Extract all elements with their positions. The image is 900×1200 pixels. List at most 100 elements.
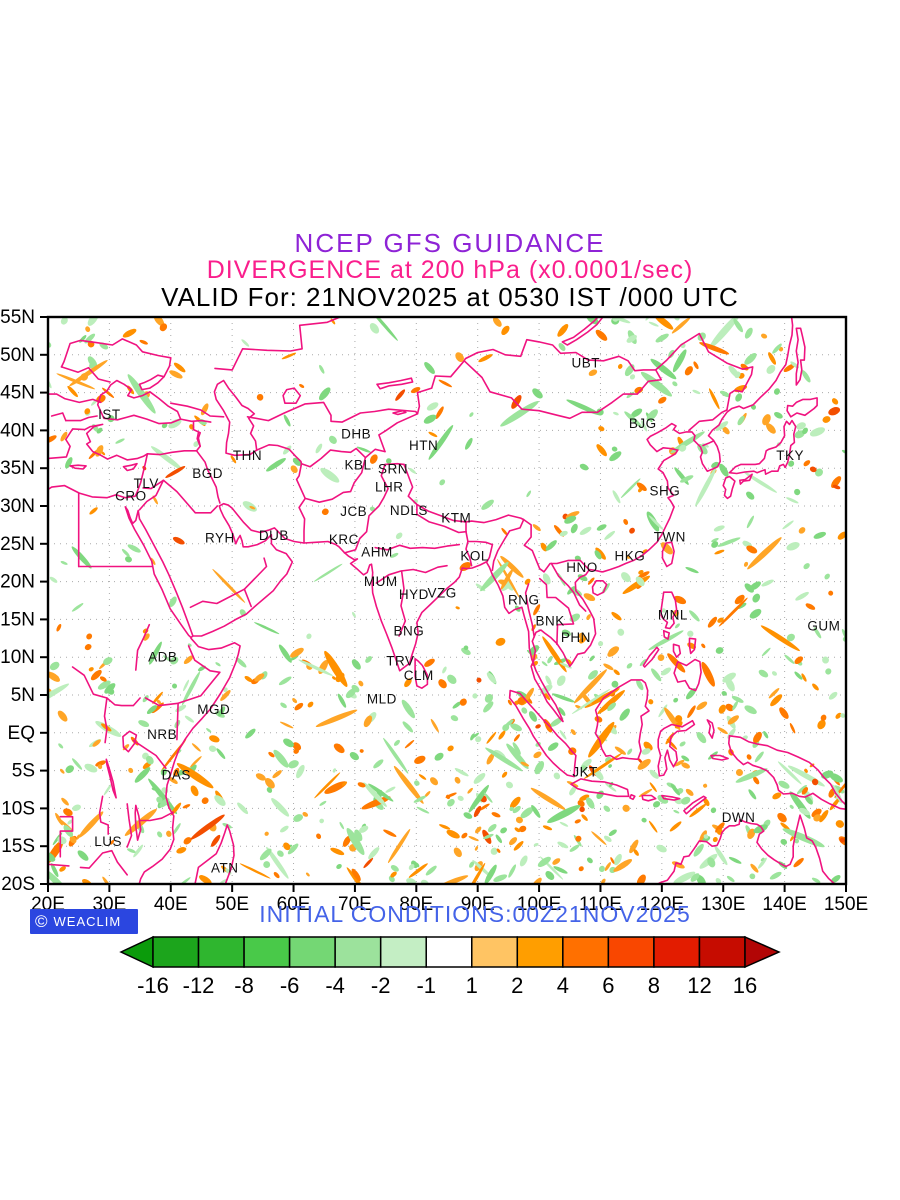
city-label-DUB: DUB <box>259 528 289 543</box>
city-label-HTN: HTN <box>409 438 438 453</box>
city-label-TKY: TKY <box>776 448 804 463</box>
colorbar-tick-label: 2 <box>511 973 523 998</box>
colorbar-segment <box>197 936 245 968</box>
weaclim-logo-badge: © WEACLIM <box>30 909 138 934</box>
colorbar-tick-label: -2 <box>371 973 391 998</box>
y-tick-label: 5S <box>12 761 35 782</box>
city-label-RNG: RNG <box>508 592 540 607</box>
y-tick-label: 50N <box>0 345 35 366</box>
city-label-GUM: GUM <box>807 619 840 634</box>
colorbar-segment <box>152 936 200 968</box>
colorbar-segment <box>334 936 382 968</box>
colorbar-segment <box>243 936 291 968</box>
y-tick-label: 25N <box>0 534 35 555</box>
x-tick-label: 80E <box>399 894 433 915</box>
city-label-HKG: HKG <box>615 548 646 563</box>
y-tick-label: 15N <box>0 609 35 630</box>
x-tick-label: 70E <box>338 894 372 915</box>
city-label-ADB: ADB <box>148 650 177 665</box>
colorbar-segment <box>653 936 701 968</box>
colorbar-tick-label: -4 <box>325 973 345 998</box>
x-tick-label: 50E <box>215 894 249 915</box>
y-tick-label: 15S <box>1 836 35 857</box>
axis-ticks <box>40 316 847 892</box>
y-axis-labels: 55N 50N 45N 40N 35N 30N 25N 20N 15N 10N 5N EQ 5S 10S 1… <box>0 307 35 895</box>
x-tick-label: 120E <box>640 894 684 915</box>
city-label-ATN: ATN <box>211 861 239 876</box>
city-label-KTM: KTM <box>441 511 471 526</box>
colorbar-right-arrow <box>744 935 781 969</box>
colorbar-tick-label: 8 <box>648 973 660 998</box>
city-label-THN: THN <box>233 448 262 463</box>
city-label-SRN: SRN <box>378 461 408 476</box>
colorbar-tick-label: -6 <box>280 973 300 998</box>
colorbar-segment <box>562 936 610 968</box>
colorbar-segment <box>425 936 473 968</box>
y-tick-label: 5N <box>11 685 35 706</box>
city-label-SHG: SHG <box>650 483 681 498</box>
y-tick-label: 10S <box>1 798 35 819</box>
city-label-MUM: MUM <box>364 574 398 589</box>
y-tick-label: 40N <box>0 420 35 441</box>
coastlines-and-borders <box>48 317 846 884</box>
x-tick-label: 100E <box>517 894 561 915</box>
map-frame <box>46 315 848 886</box>
city-label-MLD: MLD <box>367 691 397 706</box>
y-tick-label: 30N <box>0 496 35 517</box>
colorbar-segment <box>288 936 336 968</box>
colorbar-tick-label: -8 <box>234 973 254 998</box>
city-label-HNO: HNO <box>566 560 598 575</box>
title-block: NCEP GFS GUIDANCE DIVERGENCE at 200 hPa … <box>25 230 875 311</box>
city-label-BNK: BNK <box>535 613 564 628</box>
y-tick-label: 10N <box>0 647 35 668</box>
city-label-BNG: BNG <box>394 623 425 638</box>
city-label-NDLS: NDLS <box>390 503 428 518</box>
colorbar-tick-label: 6 <box>602 973 614 998</box>
y-tick-label: 20N <box>0 572 35 593</box>
city-label-HYD: HYD <box>399 587 429 602</box>
city-label-VZG: VZG <box>427 585 456 600</box>
city-label-JCB: JCB <box>340 504 367 519</box>
colorbar-segment <box>607 936 655 968</box>
x-axis-labels: 20E 30E 40E 50E 60E 70E 80E 90E 100E 110E 120E 130E… <box>31 894 868 915</box>
city-label-TRV: TRV <box>386 654 414 669</box>
colorbar-tick-label: -1 <box>416 973 436 998</box>
y-tick-label: 55N <box>0 307 35 328</box>
city-label-KOL: KOL <box>460 548 489 563</box>
shading-blobs <box>48 317 846 884</box>
city-label-UBT: UBT <box>571 356 600 371</box>
city-label-AHM: AHM <box>361 545 393 560</box>
city-label-PHN: PHN <box>561 630 591 645</box>
city-label-DWN: DWN <box>722 810 756 825</box>
initial-conditions-text: INITIAL CONDITIONS:00Z21NOV2025 <box>259 901 691 927</box>
chart-subtitle: DIVERGENCE at 200 hPa (x0.0001/sec) <box>206 256 694 284</box>
colorbar-segment <box>516 936 564 968</box>
logo-label: WEACLIM <box>53 914 122 929</box>
x-tick-label: 90E <box>461 894 495 915</box>
city-label-CRO: CRO <box>115 489 147 504</box>
city-label-TWN: TWN <box>654 530 686 545</box>
x-tick-label: 110E <box>579 894 622 915</box>
city-label-DAS: DAS <box>162 768 191 783</box>
y-tick-label: 20S <box>1 874 35 895</box>
x-tick-label: 150E <box>824 894 868 915</box>
colorbar-tick-label: 1 <box>466 973 478 998</box>
city-label-BGD: BGD <box>192 466 223 481</box>
colorbar-tick-label: 16 <box>733 973 757 998</box>
city-label-CLM: CLM <box>404 668 434 683</box>
city-label-LHR: LHR <box>375 480 404 495</box>
colorbar-left-arrow <box>119 935 154 969</box>
colorbar-segment <box>698 936 746 968</box>
city-label-TLV: TLV <box>134 476 159 491</box>
city-label-DHB: DHB <box>341 427 371 442</box>
x-tick-label: 40E <box>154 894 188 915</box>
y-tick-label: 45N <box>0 383 35 404</box>
city-label-MNL: MNL <box>658 607 688 622</box>
x-tick-label: 60E <box>277 894 311 915</box>
colorbar-segment <box>471 936 519 968</box>
x-tick-label: 130E <box>701 894 745 915</box>
colorbar: -16 -12 -8 -6 -4 -2 -1 1 2 4 6 8 12 16 <box>119 935 781 998</box>
copyright-icon: © <box>35 912 48 931</box>
